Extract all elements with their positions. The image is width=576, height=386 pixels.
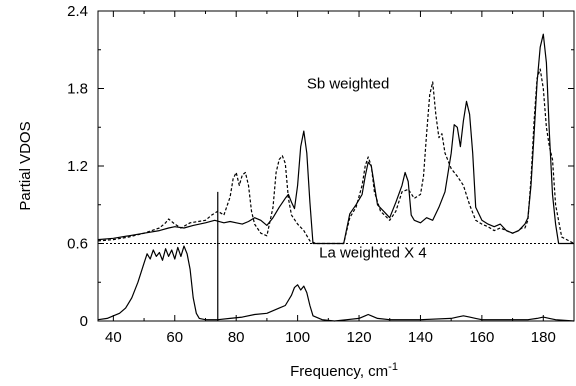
y-tick-label: 0.6 [67, 236, 88, 253]
x-axis-title: Frequency, cm-1 [290, 361, 398, 380]
x-tick-label: 40 [105, 329, 122, 346]
x-tick-label: 120 [347, 329, 372, 346]
x-tick-label: 140 [408, 329, 433, 346]
annotation-sb: Sb weighted [307, 76, 390, 93]
series-line-sb_solid [97, 33, 574, 245]
y-tick-label: 1.8 [67, 81, 88, 98]
x-tick-label: 180 [531, 329, 556, 346]
x-tick-label: 60 [166, 329, 183, 346]
series-line-sb_dashed [97, 68, 575, 245]
x-tick-label: 100 [285, 329, 310, 346]
y-axis-title: Partial VDOS [17, 121, 34, 210]
x-axis-title-superscript: -1 [388, 361, 398, 373]
y-tick-label: 1.2 [67, 158, 88, 175]
plot-area-frame [97, 10, 575, 322]
y-tick-label: 0 [80, 313, 88, 330]
annotation-la: La weighted X 4 [319, 245, 427, 262]
x-tick-label: 160 [469, 329, 494, 346]
series-line-la_solid [97, 245, 575, 322]
x-tick-label: 80 [228, 329, 245, 346]
y-tick-label: 2.4 [67, 3, 88, 20]
